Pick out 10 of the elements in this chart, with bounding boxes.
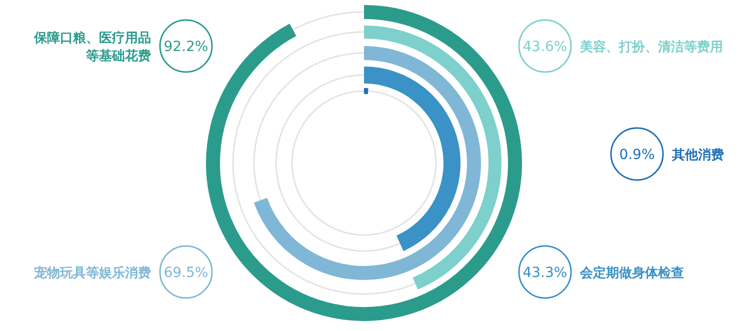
category-label: 会定期做身体检查 <box>579 265 684 281</box>
category-label: 美容、打扮、清洁等费用 <box>579 39 723 55</box>
category-label: 保障口粮、医疗用品等基础花费 <box>33 30 151 64</box>
data-label: 43.6% <box>522 39 568 55</box>
data-label: 69.5% <box>164 265 208 281</box>
data-label: 43.3% <box>522 265 568 281</box>
category-label: 宠物玩具等娱乐消费 <box>33 265 151 281</box>
data-label: 92.2% <box>164 39 208 55</box>
category-label: 其他消费 <box>671 148 724 163</box>
data-label: 0.9% <box>619 147 655 163</box>
